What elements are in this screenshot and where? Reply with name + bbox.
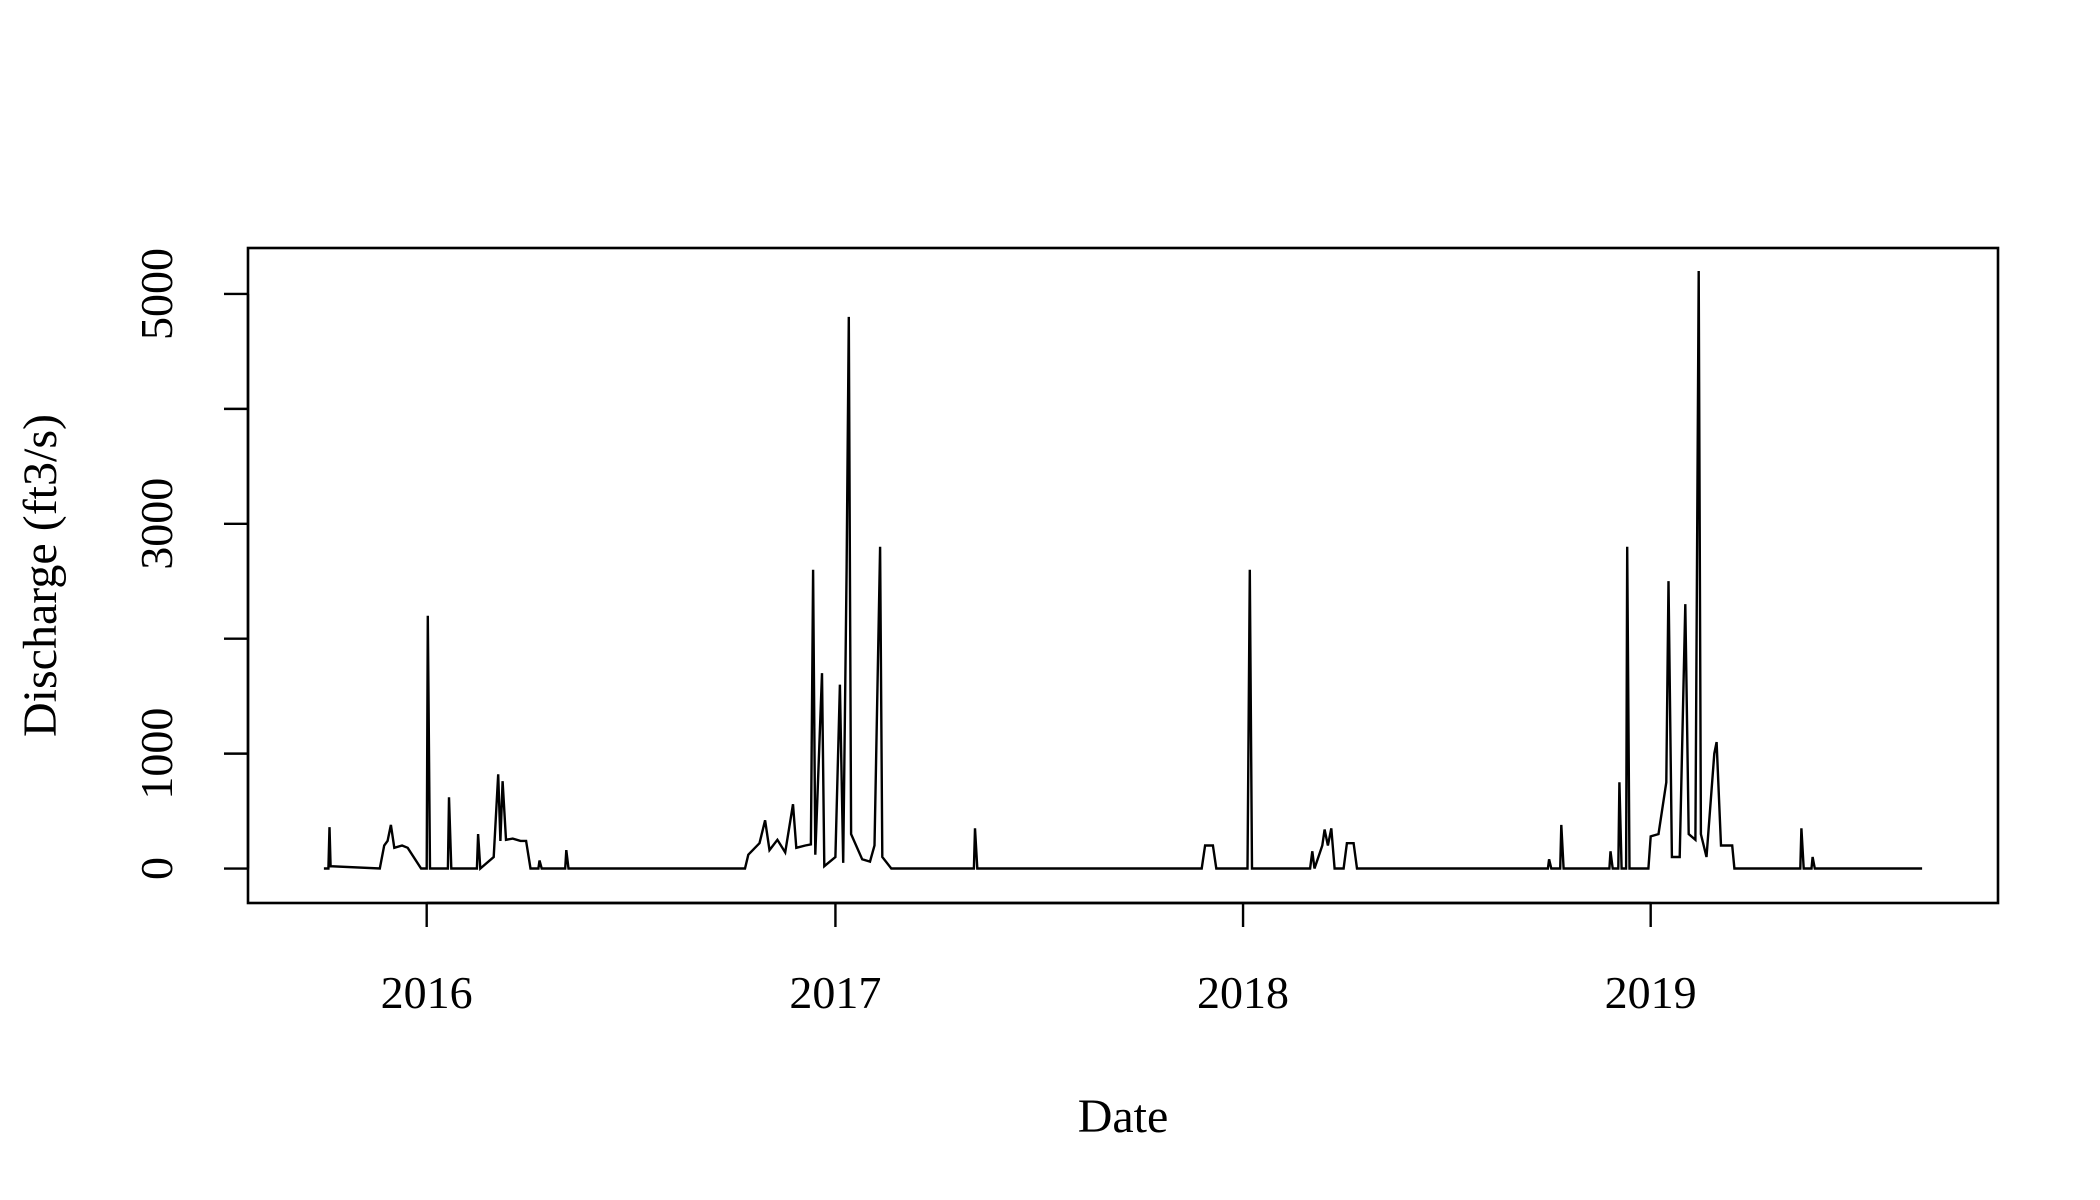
x-axis-title: Date bbox=[1078, 1090, 1169, 1143]
plot-frame bbox=[246, 246, 2000, 905]
x-tick-label: 2019 bbox=[1605, 967, 1697, 1018]
y-axis-title: Discharge (ft3/s) bbox=[14, 414, 67, 737]
y-tick-label: 5000 bbox=[131, 248, 182, 340]
y-axis: 0 1000 3000 5000 bbox=[131, 248, 250, 880]
y-tick-label: 0 bbox=[131, 857, 182, 880]
discharge-series-line bbox=[323, 270, 1923, 871]
x-axis: 2016 2017 2018 2019 bbox=[381, 901, 1697, 1018]
y-tick-label: 3000 bbox=[131, 478, 182, 570]
y-tick-label: 1000 bbox=[131, 708, 182, 800]
x-tick-label: 2017 bbox=[789, 967, 881, 1018]
x-tick-label: 2018 bbox=[1197, 967, 1289, 1018]
x-tick-label: 2016 bbox=[381, 967, 473, 1018]
